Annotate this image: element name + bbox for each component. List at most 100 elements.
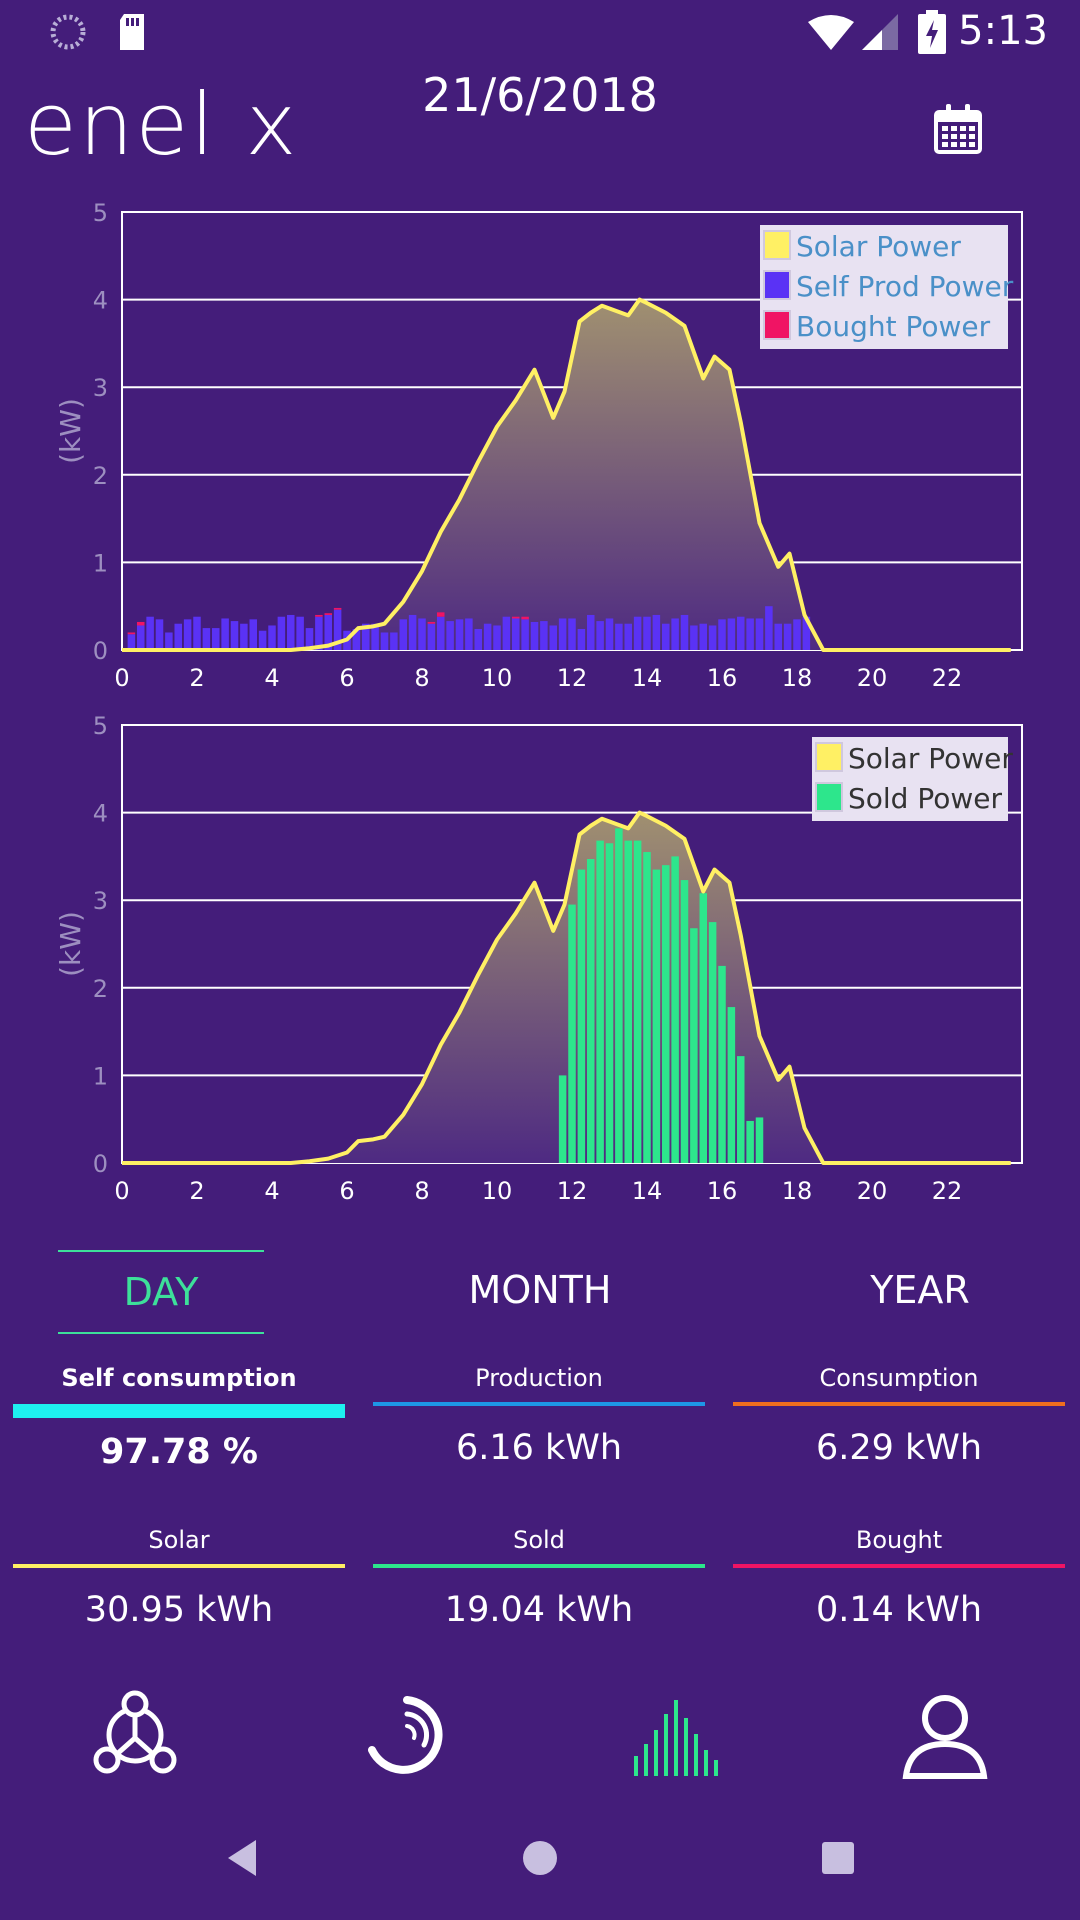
legend-label: Sold Power	[848, 782, 1003, 815]
status-time: 5:13	[958, 8, 1048, 54]
stat-bar	[733, 1564, 1065, 1568]
stat-production[interactable]: Production 6.16 kWh	[373, 1360, 705, 1468]
stat-value: 0.14 kWh	[815, 1590, 983, 1630]
stat-value: 30.95 kWh	[84, 1590, 274, 1630]
x-tick-label: 8	[414, 664, 429, 692]
self-prod-bar	[240, 623, 248, 650]
y-axis-label: (kW)	[54, 911, 87, 977]
self-prod-bar	[540, 621, 548, 650]
enel-x-logo: enel x	[24, 75, 299, 175]
x-tick-label: 6	[339, 1177, 354, 1205]
x-tick-label: 14	[632, 664, 663, 692]
self-prod-bar	[624, 623, 632, 650]
self-prod-bar	[783, 623, 792, 650]
tab-year[interactable]: YEAR	[870, 1268, 970, 1312]
sync-icon	[50, 14, 86, 50]
self-prod-bar	[268, 625, 276, 650]
self-prod-bar	[587, 614, 595, 650]
stat-solar[interactable]: Solar 30.95 kWh	[13, 1522, 345, 1630]
recents-icon[interactable]	[820, 1840, 856, 1876]
y-tick-label: 1	[93, 1062, 108, 1090]
stat-self-consumption[interactable]: Self consumption 97.78 %	[13, 1360, 345, 1472]
x-tick-label: 20	[857, 1177, 888, 1205]
self-prod-bar	[277, 616, 286, 650]
chart-icon[interactable]	[630, 1696, 720, 1778]
bought-bar	[127, 632, 136, 635]
self-prod-bar	[558, 618, 567, 650]
profile-icon[interactable]	[900, 1692, 990, 1780]
x-tick-label: 8	[414, 1177, 429, 1205]
self-prod-bar	[793, 619, 801, 650]
network-icon[interactable]	[90, 1690, 180, 1780]
gauge-icon[interactable]	[362, 1690, 452, 1780]
date-label: 21/6/2018	[422, 68, 658, 122]
sold-power-bar	[596, 840, 604, 1163]
tab-month[interactable]: MONTH	[468, 1268, 612, 1312]
self-prod-bar	[427, 623, 436, 650]
y-axis-label: (kW)	[54, 398, 87, 464]
self-prod-bar	[287, 614, 295, 650]
self-prod-bar	[221, 618, 229, 650]
legend-swatch	[763, 230, 791, 260]
self-prod-bar	[193, 616, 201, 650]
self-prod-bar	[502, 616, 511, 650]
y-tick-label: 5	[93, 712, 108, 740]
stat-consumption[interactable]: Consumption 6.29 kWh	[733, 1360, 1065, 1468]
self-prod-bar	[774, 623, 782, 650]
self-prod-bar	[146, 616, 154, 650]
stat-value: 6.29 kWh	[815, 1428, 983, 1468]
self-prod-bar	[305, 628, 314, 650]
x-tick-label: 10	[482, 1177, 513, 1205]
sold-power-bar	[708, 922, 717, 1163]
back-icon[interactable]	[224, 1838, 260, 1878]
x-tick-label: 4	[264, 1177, 279, 1205]
x-tick-label: 0	[114, 1177, 129, 1205]
self-prod-bar	[737, 616, 745, 650]
solar-area	[122, 812, 1011, 1163]
self-prod-bar	[380, 632, 389, 650]
sold-power-bar	[568, 904, 576, 1163]
tab-day[interactable]: DAY	[58, 1250, 264, 1334]
y-tick-label: 3	[93, 887, 108, 915]
y-tick-label: 2	[93, 462, 108, 490]
y-tick-label: 4	[93, 800, 108, 828]
y-tick-label: 0	[93, 637, 108, 665]
self-prod-bar	[605, 618, 614, 650]
sold-power-bar	[652, 869, 661, 1163]
sold-power-bar	[718, 965, 726, 1163]
bought-bar	[521, 616, 529, 620]
legend-box	[812, 737, 1008, 821]
self-prod-bar	[296, 616, 304, 650]
bought-bar	[315, 614, 323, 617]
self-prod-bar	[690, 625, 698, 650]
sold-power-bar	[755, 1117, 764, 1163]
home-icon[interactable]	[520, 1838, 560, 1878]
stat-sold[interactable]: Sold 19.04 kWh	[373, 1522, 705, 1630]
self-prod-bar	[371, 623, 379, 650]
self-prod-bar	[802, 616, 811, 650]
sold-power-bar	[699, 893, 707, 1163]
stat-value: 6.16 kWh	[455, 1428, 623, 1468]
stat-label: Self consumption	[61, 1364, 297, 1392]
self-prod-bar	[455, 619, 464, 650]
x-tick-label: 16	[707, 1177, 738, 1205]
self-prod-bar	[155, 619, 164, 650]
solar-area	[122, 299, 1011, 650]
self-prod-bar	[549, 625, 557, 650]
self-prod-bar	[333, 609, 342, 650]
self-prod-bar	[765, 606, 773, 650]
self-prod-bar	[137, 625, 145, 650]
calendar-icon[interactable]	[934, 104, 982, 154]
self-prod-bar	[362, 623, 370, 650]
self-prod-bar	[165, 632, 173, 650]
self-prod-bar	[512, 618, 520, 650]
sold-power-bar	[605, 843, 614, 1163]
self-prod-bar	[596, 621, 604, 650]
y-tick-label: 5	[93, 199, 108, 227]
bought-bar	[427, 621, 436, 624]
stat-bought[interactable]: Bought 0.14 kWh	[733, 1522, 1065, 1630]
stat-bar	[13, 1404, 345, 1418]
sold-power-bar	[680, 880, 689, 1163]
stat-value: 97.78 %	[100, 1432, 258, 1472]
